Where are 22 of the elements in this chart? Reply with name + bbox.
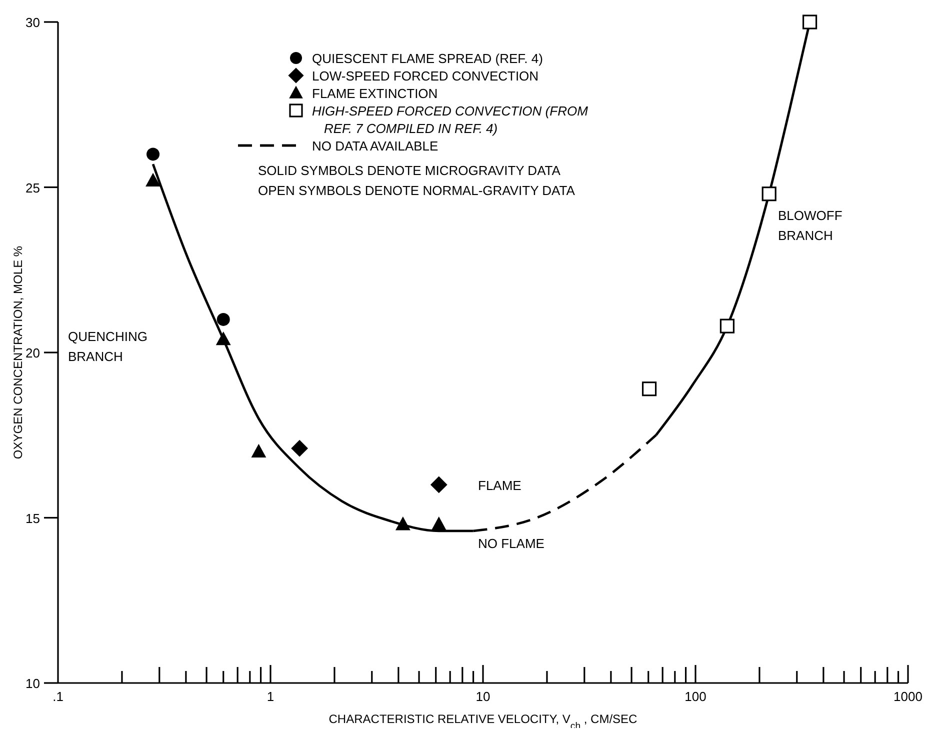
annotation: FLAME bbox=[478, 478, 522, 493]
y-tick-label: 15 bbox=[26, 510, 40, 526]
annotation: QUENCHING BRANCH bbox=[68, 329, 148, 364]
legend-label: HIGH-SPEED FORCED CONVECTION (FROM REF. 7 COMPILED IN REF. 4) bbox=[312, 104, 588, 136]
annotation: NO FLAME bbox=[478, 536, 545, 551]
legend-label: NO DATA AVAILABLE bbox=[312, 138, 439, 154]
annotation: BLOWOFF BRANCH bbox=[778, 208, 842, 243]
y-tick-label: 30 bbox=[26, 15, 40, 30]
x-tick-label: 1 bbox=[266, 689, 274, 704]
annotation: OPEN SYMBOLS DENOTE NORMAL-GRAVITY DATA bbox=[258, 183, 576, 198]
legend-label: FLAME EXTINCTION bbox=[312, 86, 438, 101]
legend-label: QUIESCENT FLAME SPREAD (REF. 4) bbox=[312, 51, 543, 66]
legend-label: LOW-SPEED FORCED CONVECTION bbox=[312, 68, 539, 84]
y-axis-title: OXYGEN CONCENTRATION, MOLE % bbox=[11, 246, 25, 460]
x-tick-label: 100 bbox=[684, 689, 706, 704]
annotation: SOLID SYMBOLS DENOTE MICROGRAVITY DATA bbox=[258, 163, 561, 178]
x-tick-label: 10 bbox=[476, 689, 490, 704]
y-tick-label: 25 bbox=[26, 180, 40, 196]
y-tick-label: 20 bbox=[26, 346, 40, 360]
x-tick-label: 1000 bbox=[894, 689, 922, 704]
y-tick-label: 10 bbox=[26, 676, 40, 691]
x-tick-label: .1 bbox=[52, 689, 64, 704]
